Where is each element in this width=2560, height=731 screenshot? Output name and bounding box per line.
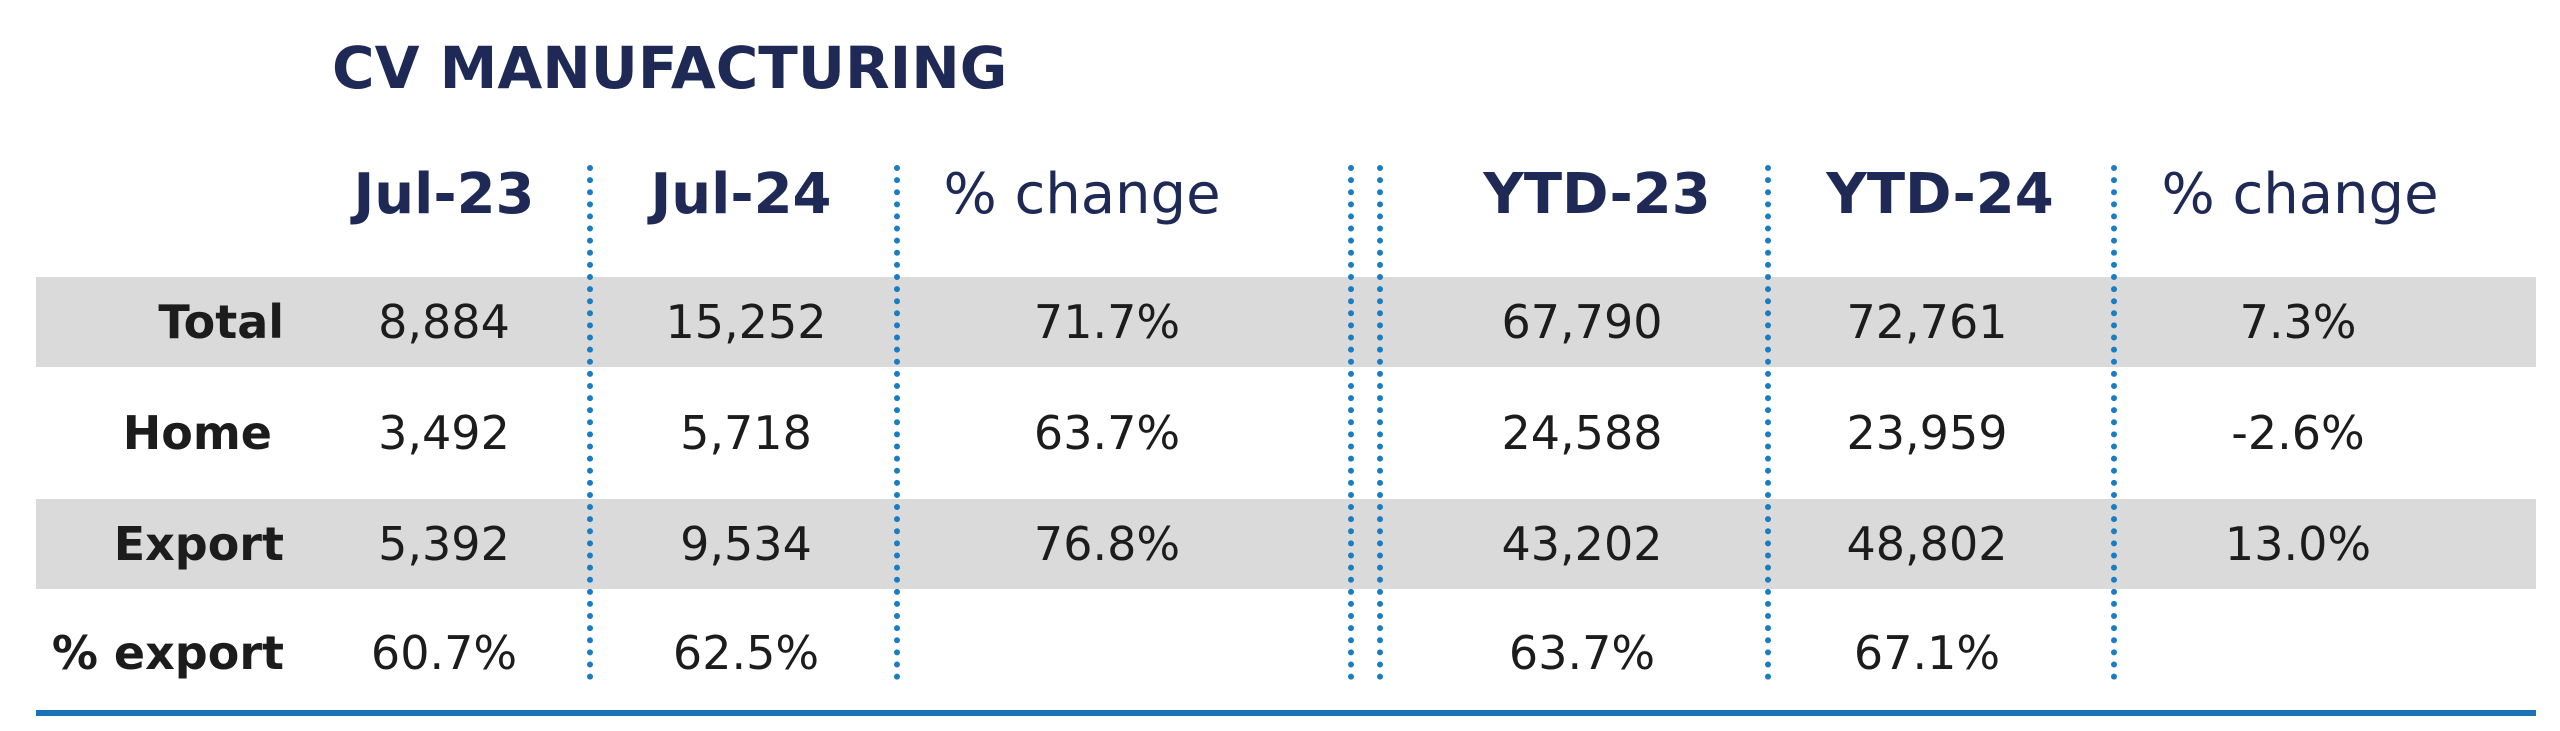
export-ytd-24: 48,802	[1846, 517, 2008, 571]
home-ytd-24: 23,959	[1846, 406, 2008, 460]
row-label-export: Export	[113, 517, 284, 571]
table-title: CV MANUFACTURING	[332, 34, 1008, 102]
row-band-total	[36, 277, 2536, 367]
header-ytd-23: YTD-23	[1483, 162, 1711, 227]
pct-export-jul-23: 60.7%	[370, 626, 518, 680]
export-ytd-pct-change: 13.0%	[2224, 517, 2372, 571]
section-divider-right	[1377, 165, 1383, 680]
home-jul-23: 3,492	[378, 406, 510, 460]
section-divider-left	[1348, 165, 1354, 680]
bottom-rule	[36, 710, 2536, 716]
row-band-export	[36, 499, 2536, 589]
total-jul-23: 8,884	[378, 295, 510, 349]
column-divider	[2111, 165, 2117, 680]
pct-export-ytd-24: 67.1%	[1853, 626, 2001, 680]
total-jul-24: 15,252	[665, 295, 827, 349]
header-month-pct-change: % change	[943, 162, 1221, 227]
row-label-home: Home	[122, 406, 272, 460]
total-ytd-24: 72,761	[1846, 295, 2008, 349]
row-label-pct-export: % export	[51, 626, 284, 680]
home-month-pct-change: 63.7%	[1033, 406, 1181, 460]
pct-export-ytd-23: 63.7%	[1508, 626, 1656, 680]
column-divider	[1765, 165, 1771, 680]
header-ytd-pct-change: % change	[2161, 162, 2439, 227]
row-label-total: Total	[158, 295, 284, 349]
header-ytd-24: YTD-24	[1826, 162, 2054, 227]
export-month-pct-change: 76.8%	[1033, 517, 1181, 571]
header-jul-23: Jul-23	[353, 162, 535, 227]
pct-export-month-pct-change	[957, 608, 1257, 698]
home-ytd-pct-change: -2.6%	[2231, 406, 2365, 460]
pct-export-ytd-pct-change	[2148, 608, 2448, 698]
column-divider	[587, 165, 593, 680]
export-ytd-23: 43,202	[1501, 517, 1663, 571]
home-jul-24: 5,718	[680, 406, 812, 460]
pct-export-jul-24: 62.5%	[672, 626, 820, 680]
column-divider	[894, 165, 900, 680]
total-ytd-pct-change: 7.3%	[2239, 295, 2357, 349]
header-jul-24: Jul-24	[650, 162, 832, 227]
total-month-pct-change: 71.7%	[1033, 295, 1181, 349]
export-jul-23: 5,392	[378, 517, 510, 571]
export-jul-24: 9,534	[680, 517, 812, 571]
home-ytd-23: 24,588	[1501, 406, 1663, 460]
total-ytd-23: 67,790	[1501, 295, 1663, 349]
